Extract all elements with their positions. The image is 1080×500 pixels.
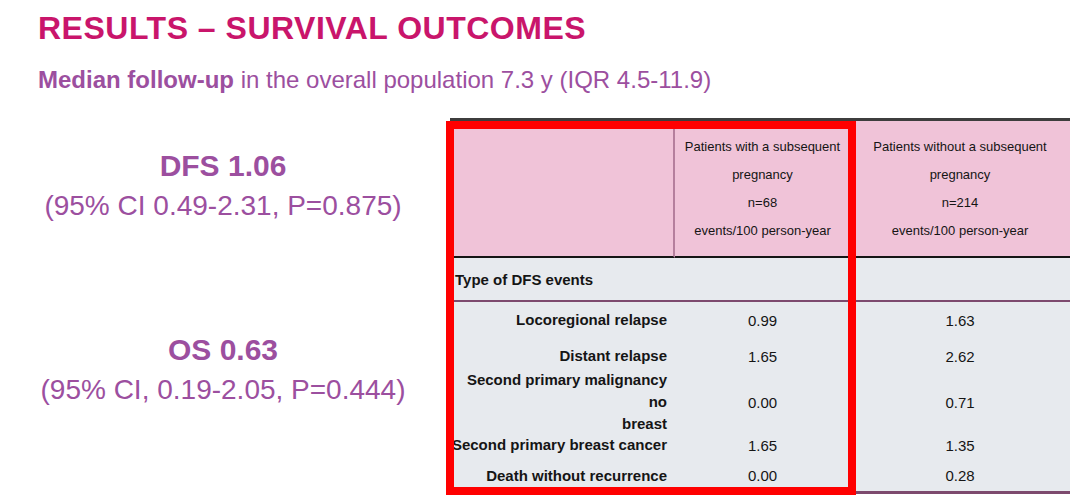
os-stat: OS 0.63 (95% CI, 0.19-2.05, P=0.444) bbox=[8, 330, 438, 410]
table-header-with-pregnancy: Patients with a subsequent pregnancy n=6… bbox=[675, 121, 850, 258]
value-with-pregnancy: 1.65 bbox=[675, 430, 850, 460]
value-without-pregnancy: 0.71 bbox=[850, 374, 1070, 430]
row-label-second-primary-breast-cancer: Second primary breast cancer bbox=[450, 430, 675, 460]
value-with-pregnancy: 0.00 bbox=[675, 460, 850, 491]
dfs-confidence-interval: (95% CI 0.49-2.31, P=0.875) bbox=[8, 186, 438, 226]
value-without-pregnancy: 0.28 bbox=[850, 460, 1070, 491]
row-label-second-primary-malignancy-no-breast: Second primary malignancy no breast bbox=[450, 374, 675, 430]
slide-title: RESULTS – SURVIVAL OUTCOMES bbox=[38, 10, 586, 47]
value-with-pregnancy: 0.00 bbox=[675, 374, 850, 430]
value-with-pregnancy: 0.99 bbox=[675, 302, 850, 338]
value-without-pregnancy: 1.63 bbox=[850, 302, 1070, 338]
table-header-without-pregnancy: Patients without a subsequent pregnancy … bbox=[850, 121, 1070, 258]
outcomes-table: Patients with a subsequent pregnancy n=6… bbox=[450, 118, 1070, 494]
value-without-pregnancy: 2.62 bbox=[850, 338, 1070, 374]
table-header-empty bbox=[450, 121, 675, 258]
row-label-death-without-recurrence: Death without recurrence bbox=[450, 460, 675, 491]
table-section-header: Type of DFS events bbox=[450, 258, 1070, 302]
row-label-locoregional-relapse: Locoregional relapse bbox=[450, 302, 675, 338]
subtitle-emphasis: Median follow-up bbox=[38, 66, 234, 93]
value-without-pregnancy: 1.35 bbox=[850, 430, 1070, 460]
dfs-stat: DFS 1.06 (95% CI 0.49-2.31, P=0.875) bbox=[8, 146, 438, 226]
value-with-pregnancy: 1.65 bbox=[675, 338, 850, 374]
os-confidence-interval: (95% CI, 0.19-2.05, P=0.444) bbox=[8, 370, 438, 410]
os-value: OS 0.63 bbox=[8, 330, 438, 370]
slide-subtitle: Median follow-up in the overall populati… bbox=[38, 66, 711, 94]
dfs-value: DFS 1.06 bbox=[8, 146, 438, 186]
subtitle-rest: in the overall population 7.3 y (IQR 4.5… bbox=[234, 66, 711, 93]
